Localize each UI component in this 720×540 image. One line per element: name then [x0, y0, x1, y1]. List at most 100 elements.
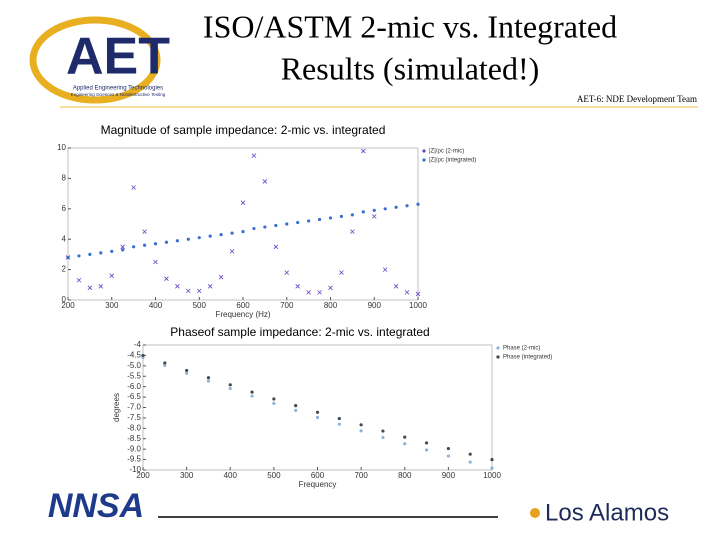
point: [142, 243, 147, 247]
point: [109, 273, 115, 278]
logo-text: AET: [66, 28, 170, 86]
point: [490, 466, 494, 470]
point: [186, 288, 191, 294]
point: [306, 290, 311, 295]
point: [328, 285, 333, 291]
y-tick-label: -10: [129, 465, 141, 474]
point: [468, 460, 472, 464]
point: [272, 397, 276, 401]
point: [307, 219, 311, 223]
point: [468, 452, 472, 456]
point: [359, 423, 363, 427]
x-tick-label: 800: [398, 471, 412, 480]
y-tick-label: -4.5: [127, 351, 141, 360]
point: [339, 214, 344, 218]
point: [141, 353, 145, 358]
point: [446, 446, 450, 451]
logo-ring: [29, 16, 161, 104]
point: [250, 394, 254, 398]
point: [252, 226, 256, 231]
point: [230, 231, 234, 235]
x-tick-label: 1000: [409, 301, 427, 310]
point: [394, 205, 398, 209]
x-tick-label: 600: [311, 471, 325, 480]
point: [315, 410, 320, 414]
point: [77, 254, 81, 258]
legend-label: Phase (2-mic): [503, 346, 540, 352]
point: [393, 284, 399, 289]
point: [175, 284, 180, 289]
legend-label: |Z|/ρc (integrated): [429, 158, 476, 164]
point: [206, 376, 211, 380]
la-dot: [530, 508, 540, 518]
point: [196, 288, 202, 294]
point: [350, 229, 355, 234]
point: [405, 204, 409, 208]
point: [339, 270, 344, 275]
point: [403, 435, 407, 439]
chart-title: Phaseof sample impedance: 2-mic vs. inte…: [170, 325, 429, 339]
la-logo: Los Alamos: [545, 499, 669, 526]
y-tick-label: -8.5: [127, 434, 141, 443]
y-tick-label: 0: [62, 295, 67, 304]
point: [415, 291, 421, 297]
point: [315, 415, 320, 420]
x-tick-label: 300: [105, 301, 119, 310]
point: [383, 207, 387, 211]
x-axis-label: Frequency (Hz): [215, 310, 270, 319]
point: [163, 361, 167, 365]
point: [490, 457, 494, 462]
point: [273, 244, 279, 250]
point: [228, 386, 232, 391]
point: [99, 251, 103, 255]
point: [272, 401, 276, 405]
point: [404, 290, 410, 295]
y-tick-label: -7.0: [127, 403, 141, 412]
point: [208, 234, 212, 238]
legend-swatch: [422, 158, 426, 162]
y-tick-label: 2: [62, 265, 67, 274]
point: [337, 416, 341, 421]
team-label: AET-6: NDE Development Team: [577, 94, 697, 104]
y-tick-label: -7.5: [127, 413, 141, 422]
point: [382, 267, 388, 272]
point: [66, 255, 70, 260]
point: [185, 371, 189, 375]
point: [186, 237, 190, 241]
point: [446, 454, 450, 458]
x-tick-label: 700: [280, 301, 294, 310]
aet-logo: AET Applied Engineering Technologies Eng…: [29, 16, 170, 104]
legend-swatch: [496, 346, 500, 350]
y-tick-label: 8: [62, 174, 67, 183]
point: [185, 368, 189, 373]
point: [296, 220, 300, 225]
legend-label: Phase (integrated): [503, 355, 552, 361]
point: [153, 259, 158, 265]
y-tick-label: -4: [134, 340, 142, 349]
point: [424, 448, 429, 452]
point: [416, 202, 420, 206]
point: [295, 284, 300, 289]
point: [350, 213, 354, 217]
y-tick-label: -8.0: [127, 423, 141, 432]
point: [372, 208, 376, 212]
point: [206, 379, 211, 383]
y-tick-label: -9.5: [127, 455, 141, 464]
point: [98, 284, 104, 289]
point: [121, 248, 125, 252]
legend-swatch: [496, 355, 500, 359]
point: [87, 285, 93, 291]
plot-area: [142, 344, 493, 471]
point: [284, 270, 290, 275]
point: [371, 214, 377, 219]
y-tick-label: -9.0: [127, 444, 141, 453]
point: [424, 441, 429, 445]
y-tick-label: 6: [62, 204, 67, 213]
point: [381, 429, 385, 433]
x-axis-label: Frequency: [299, 480, 337, 489]
x-tick-label: 200: [61, 301, 75, 310]
x-tick-label: 800: [324, 301, 338, 310]
y-tick-label: -5.5: [127, 371, 141, 380]
x-tick-label: 400: [149, 301, 163, 310]
y-tick-label: -5.0: [127, 361, 141, 370]
